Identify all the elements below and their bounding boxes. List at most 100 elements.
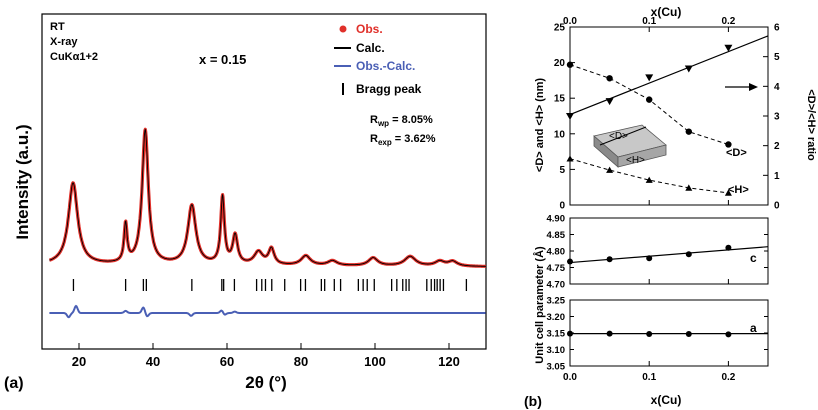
panel-b-marks: 0.0 0.0 0.1 0.1 0.2 0.2 0 5 10 15 20 25 0 1 2 3 4 5 6 4.70 4… [547,16,781,383]
c-panel-point-2 [646,255,653,262]
point-1-1 [606,166,614,173]
top-right-y-tick-label-1: 1 [774,171,780,182]
panel-b-bottom-xlabel: x(Cu) [651,393,682,407]
point-0-1 [606,75,613,82]
x-tick-label-a-5: 120 [438,354,460,369]
top-left-y-tick-label-0: 0 [559,201,565,212]
a-panel-point-3 [685,330,692,337]
panel-a-frame [41,13,487,350]
panel-b: x(Cu) x(Cu) (b) <D> and <H> (nm) <D>/<H>… [524,5,817,409]
a-panel-point-0 [567,330,573,337]
cell-ylabel: Unit cell parameter (Å) [533,246,546,364]
a-panel-y-tick-label-1: 3.10 [547,345,566,356]
top-right-y-tick-label-3: 3 [774,112,780,123]
point-1-4 [724,189,732,196]
a-panel-y-tick-label-0: 3.05 [547,362,566,373]
legend-diff-label: Obs.-Calc. [356,59,415,73]
top-x-tick-label-2: 0.2 [721,16,735,27]
top-right-y-tick-label-4: 4 [774,82,780,93]
platelet-side [617,144,667,168]
observed-pattern [48,127,487,268]
top-ylabel-left: <D> and <H> (nm) [534,78,546,172]
x-tick-label-a-2: 60 [220,354,234,369]
info-line-2: X-ray [50,36,78,48]
top-left-y-tick-label-3: 15 [554,94,566,105]
top-right-y-tick-label-5: 5 [774,52,780,63]
a-panel-y-tick-label-3: 3.20 [547,312,566,323]
series-h-label: <H> [728,184,749,196]
top-left-y-tick-label-1: 5 [559,165,565,176]
c-panel-y-tick-label-2: 4.80 [547,247,566,258]
a-panel-point-2 [646,330,653,337]
a-panel-y-tick-label-4: 3.25 [547,296,566,307]
platelet-inset: <D> <H> [593,124,667,168]
series-line-1 [569,158,729,194]
panel-b-label: (b) [524,393,542,409]
a-panel-label: a [750,321,757,335]
x-tick-label-a-3: 80 [294,354,308,369]
diameter-arrow [599,126,647,146]
x-tick-label-a-4: 100 [364,354,386,369]
top-ylabel-right: <D>/<H> ratio [805,89,817,161]
legend-obs-marker [339,25,347,33]
top-right-y-tick-label-2: 2 [774,141,780,152]
x-tick-label-a-1: 40 [146,354,160,369]
panel-b-top-xlabel: x(Cu) [651,5,682,19]
series-fit-2 [569,35,769,116]
c-panel-y-tick-label-0: 4.70 [547,280,566,291]
point-0-3 [685,128,692,135]
point-0-2 [646,96,653,103]
point-0-4 [725,141,732,148]
point-1-0 [566,155,574,162]
ratio-axis-arrowhead [749,83,758,91]
inset-h-label: <H> [626,155,645,166]
top-left-y-tick-label-2: 10 [554,129,566,140]
top-right-y-tick-label-0: 0 [774,201,780,212]
panel-a: Intensity (a.u.) 2θ (°) (a) RT X-ray CuK… [4,13,487,392]
legend-calc-label: Calc. [356,41,385,55]
panel-a-xlabel: 2θ (°) [245,373,287,392]
bottom-x-tick-label-2: 0.2 [721,372,735,383]
series-d-label: <D> [726,147,747,159]
a-panel-y-tick-label-2: 3.15 [547,329,566,340]
difference-curve [49,304,486,319]
point-2-4 [724,44,733,52]
legend-obs-label: Obs. [356,22,383,36]
point-0-0 [566,61,574,68]
c-panel-point-1 [606,256,613,263]
top-left-y-tick-label-5: 25 [554,23,566,34]
point-2-3 [684,65,693,73]
c-panel-point-4 [725,244,732,251]
top-x-tick-label-1: 0.1 [642,16,656,27]
point-1-3 [685,184,693,191]
top-left-y-tick-label-4: 20 [554,58,566,69]
a-panel-point-1 [606,330,613,337]
panel-a-label: (a) [4,375,24,392]
c-panel-fit-line [569,246,769,264]
c-panel-y-tick-label-4: 4.90 [547,214,566,225]
point-1-2 [645,176,653,183]
a-panel-frame [569,299,769,367]
composition-label: x = 0.15 [199,52,246,67]
bottom-x-tick-label-1: 0.1 [642,372,656,383]
point-2-1 [605,98,614,106]
rwp-text: Rwp = 8.05% [370,114,433,128]
top-right-y-tick-label-6: 6 [774,23,780,34]
inset-d-label: <D> [609,131,628,142]
info-line-3: CuKα1+2 [50,51,98,63]
top-x-tick-label-0: 0.0 [563,16,577,27]
c-panel-frame [569,217,769,285]
c-panel-point-3 [685,251,692,258]
c-panel-point-0 [567,258,573,265]
calculated-pattern [49,128,486,267]
rexp-text: Rexp = 3.62% [370,133,436,147]
c-panel-y-tick-label-1: 4.75 [547,263,566,274]
panel-a-marks: 20 40 60 80 100 120 [48,127,487,369]
point-2-2 [645,74,654,82]
legend-bragg-label: Bragg peak [356,82,422,96]
a-panel-point-4 [725,331,732,338]
point-2-0 [566,113,574,120]
info-line-1: RT [50,21,65,33]
c-panel-label: c [750,251,757,265]
